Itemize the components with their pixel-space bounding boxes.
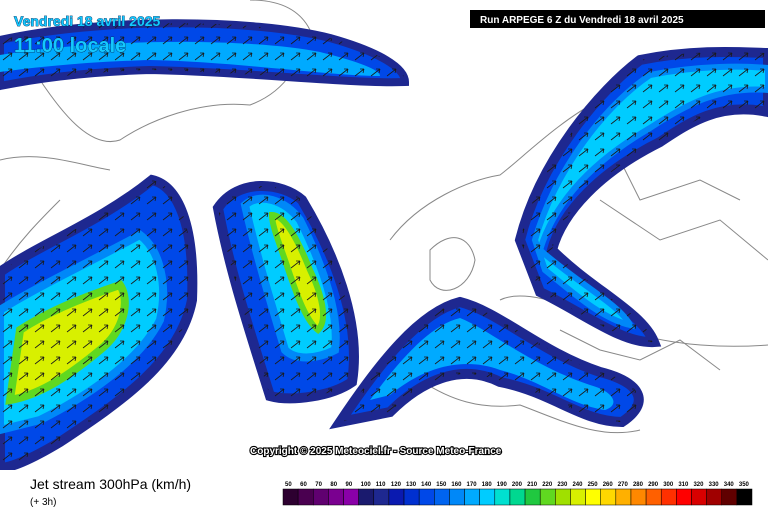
legend-swatch bbox=[524, 488, 541, 506]
legend-swatch bbox=[600, 488, 617, 506]
legend-label: 140 bbox=[421, 482, 432, 488]
legend-swatch bbox=[418, 488, 435, 506]
legend-label: 60 bbox=[300, 482, 307, 488]
legend-swatch bbox=[282, 488, 299, 506]
legend-swatch bbox=[570, 488, 586, 506]
legend-label: 300 bbox=[663, 482, 674, 488]
legend-label: 310 bbox=[678, 482, 689, 488]
legend-swatch bbox=[721, 488, 738, 506]
legend-swatch bbox=[403, 488, 420, 506]
legend-swatch bbox=[691, 488, 707, 506]
legend-swatch bbox=[297, 488, 314, 506]
legend-label: 290 bbox=[648, 482, 659, 488]
legend-label: 330 bbox=[709, 482, 720, 488]
legend-label: 230 bbox=[557, 482, 568, 488]
legend-swatch bbox=[343, 488, 359, 506]
legend-label: 200 bbox=[512, 482, 523, 488]
legend-swatch bbox=[494, 488, 511, 506]
legend-swatch bbox=[615, 488, 632, 506]
run-label: Run ARPEGE 6 Z du Vendredi 18 avril 2025 bbox=[480, 15, 684, 26]
legend-swatch bbox=[373, 488, 390, 506]
legend-label: 80 bbox=[330, 482, 337, 488]
legend-swatch bbox=[434, 488, 450, 506]
legend-swatch bbox=[660, 488, 677, 506]
legend-swatch bbox=[328, 488, 344, 506]
legend-label: 150 bbox=[436, 482, 447, 488]
legend-swatch bbox=[706, 488, 722, 506]
legend-swatch bbox=[645, 488, 662, 506]
legend-label: 350 bbox=[739, 482, 750, 488]
legend-label: 220 bbox=[542, 482, 553, 488]
color-legend: 50 60 70 80 90 100 110 120 130 140 150 160 170 180 190… bbox=[282, 482, 753, 506]
footer-step: (+ 3h) bbox=[30, 497, 56, 508]
legend-label: 210 bbox=[527, 482, 538, 488]
legend-swatch bbox=[358, 488, 375, 506]
legend-label: 190 bbox=[497, 482, 508, 488]
footer-title: Jet stream 300hPa (km/h) bbox=[30, 476, 191, 492]
legend-label: 50 bbox=[285, 482, 292, 488]
legend-swatch bbox=[585, 488, 601, 506]
legend-label: 120 bbox=[391, 482, 402, 488]
legend-label: 130 bbox=[406, 482, 417, 488]
legend-label: 240 bbox=[572, 482, 583, 488]
legend-label: 280 bbox=[633, 482, 644, 488]
time-label: 11:00 locale bbox=[14, 35, 126, 57]
legend-label: 70 bbox=[315, 482, 322, 488]
legend-swatch bbox=[736, 488, 753, 506]
legend-label: 170 bbox=[467, 482, 478, 488]
date-label: Vendredi 18 avril 2025 bbox=[14, 13, 161, 29]
legend-label: 160 bbox=[451, 482, 462, 488]
legend-swatch bbox=[509, 488, 526, 506]
legend-swatch bbox=[464, 488, 480, 506]
legend-label: 250 bbox=[588, 482, 599, 488]
copyright: Copyright © 2025 Meteociel.fr - Source M… bbox=[250, 446, 502, 457]
legend-label: 90 bbox=[346, 482, 353, 488]
legend-swatch bbox=[313, 488, 329, 506]
legend-swatch bbox=[555, 488, 571, 506]
legend-swatch bbox=[479, 488, 496, 506]
legend-label: 320 bbox=[693, 482, 704, 488]
legend-label: 100 bbox=[361, 482, 372, 488]
legend-swatch bbox=[630, 488, 647, 506]
legend-swatch bbox=[676, 488, 692, 506]
legend-swatch bbox=[388, 488, 405, 506]
legend-label: 270 bbox=[618, 482, 629, 488]
legend-swatch bbox=[539, 488, 556, 506]
legend-label: 340 bbox=[724, 482, 735, 488]
legend-swatch bbox=[449, 488, 465, 506]
legend-label: 180 bbox=[482, 482, 493, 488]
run-banner bbox=[470, 10, 765, 28]
legend-label: 260 bbox=[603, 482, 614, 488]
legend-label: 110 bbox=[376, 482, 386, 488]
